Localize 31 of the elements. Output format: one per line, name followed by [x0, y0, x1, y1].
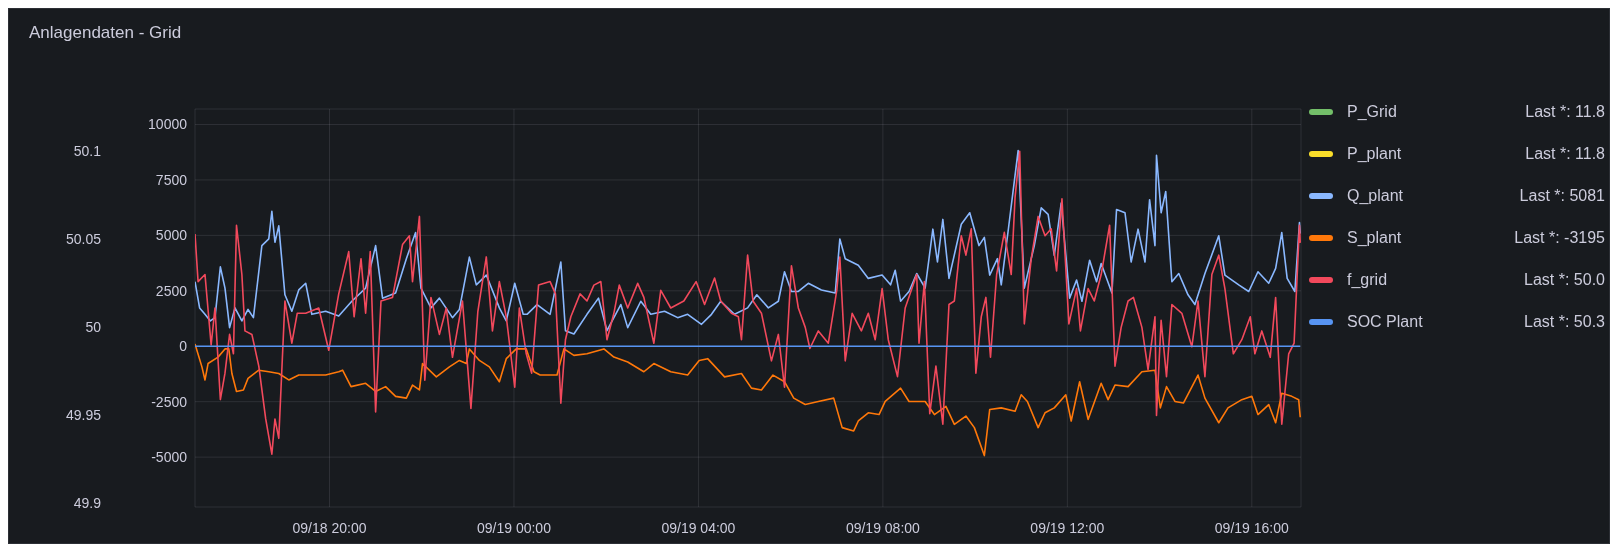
x-tick-label: 09/19 00:00: [476, 519, 552, 536]
legend-label: S_plant: [1347, 229, 1402, 247]
x-tick-label: 09/19 16:00: [1214, 519, 1289, 536]
y-tick-label: 2500: [155, 282, 188, 299]
text: Last *: 50.0: [1524, 271, 1605, 289]
y-tick-label: 10000: [148, 116, 188, 133]
text: Last *: 11.8: [1525, 103, 1605, 121]
y-tick-label: 7500: [155, 171, 188, 188]
y2-tick-label: 49.95: [65, 407, 102, 424]
y2-tick-label: 50: [85, 319, 102, 336]
y-tick-label: -5000: [151, 449, 188, 466]
x-tick-label: 09/18 20:00: [292, 519, 367, 536]
y-tick-label: 5000: [155, 227, 188, 244]
text: Last *: 11.8: [1525, 145, 1605, 163]
chart-title: Anlagendaten - Grid: [29, 23, 182, 43]
text: Last *: 5081: [1519, 187, 1605, 205]
text: Last *: 50.3: [1524, 313, 1605, 331]
y2-tick-label: 50.05: [65, 231, 102, 248]
y2-tick-label: 50.1: [73, 143, 102, 160]
legend-label: Q_plant: [1347, 187, 1404, 205]
x-tick-label: 09/19 08:00: [845, 519, 921, 536]
legend-label: SOC Plant: [1347, 313, 1423, 331]
legend-label: P_plant: [1347, 145, 1402, 163]
legend-label: f_grid: [1347, 271, 1388, 289]
x-tick-label: 09/19 04:00: [661, 519, 736, 536]
text: Last *: -3195: [1514, 229, 1605, 247]
y-tick-label: -2500: [151, 393, 188, 410]
y2-tick-label: 49.9: [73, 495, 102, 512]
x-tick-label: 09/19 12:00: [1030, 519, 1105, 536]
legend-label: P_Grid: [1347, 103, 1397, 121]
y-tick-label: 0: [179, 338, 188, 355]
